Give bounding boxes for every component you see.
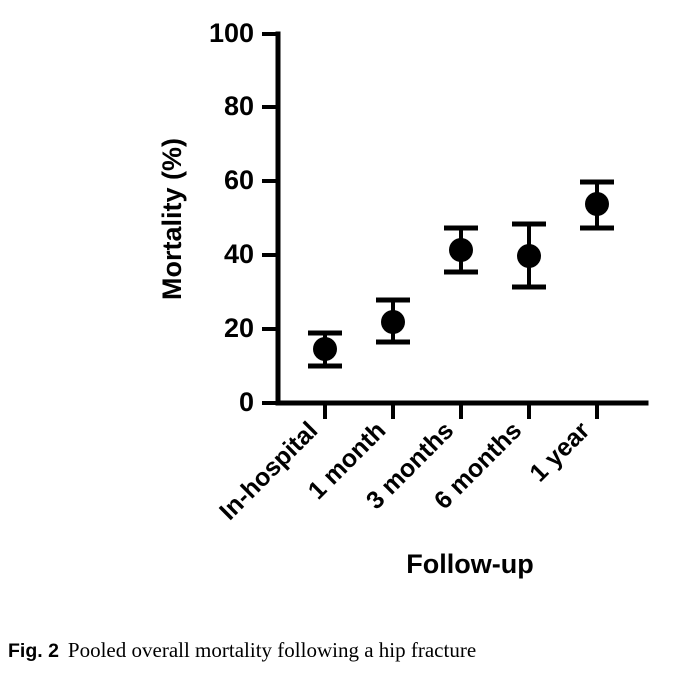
data-marker xyxy=(313,337,337,361)
x-ticks-group xyxy=(323,403,599,419)
y-tick-label-80: 80 xyxy=(224,91,254,121)
y-tick-label-0: 0 xyxy=(239,387,254,417)
y-axis-title: Mortality (%) xyxy=(157,138,187,300)
y-tick-label-60: 60 xyxy=(224,165,254,195)
figure-caption: Fig. 2 Pooled overall mortality following… xyxy=(8,636,692,665)
data-marker xyxy=(585,192,609,216)
data-point-3-months xyxy=(444,225,478,275)
x-axis-title: Follow-up xyxy=(406,549,533,579)
data-point-6-months xyxy=(512,221,546,290)
data-marker xyxy=(517,244,541,268)
data-point-1-year xyxy=(580,179,614,231)
data-point-in-hospital xyxy=(308,330,342,369)
x-tick-labels-group: In-hospital 1 month 3 months 6 months 1 … xyxy=(214,416,595,525)
data-marker xyxy=(449,238,473,262)
mortality-scatter-chart: Mortality (%) 100 80 60 40 20 0 xyxy=(157,18,649,579)
data-marker xyxy=(381,310,405,334)
x-tick-label-1-year: 1 year xyxy=(524,416,595,487)
figure-caption-label: Fig. 2 xyxy=(8,640,59,662)
y-tick-label-20: 20 xyxy=(224,313,254,343)
figure-caption-text: Pooled overall mortality following a hip… xyxy=(67,638,477,662)
y-ticks-group: 100 80 60 40 20 0 xyxy=(209,18,278,417)
y-tick-label-40: 40 xyxy=(224,239,254,269)
x-tick-label-in-hospital: In-hospital xyxy=(214,416,323,525)
data-point-1-month xyxy=(376,297,410,345)
y-tick-label-100: 100 xyxy=(209,18,254,48)
